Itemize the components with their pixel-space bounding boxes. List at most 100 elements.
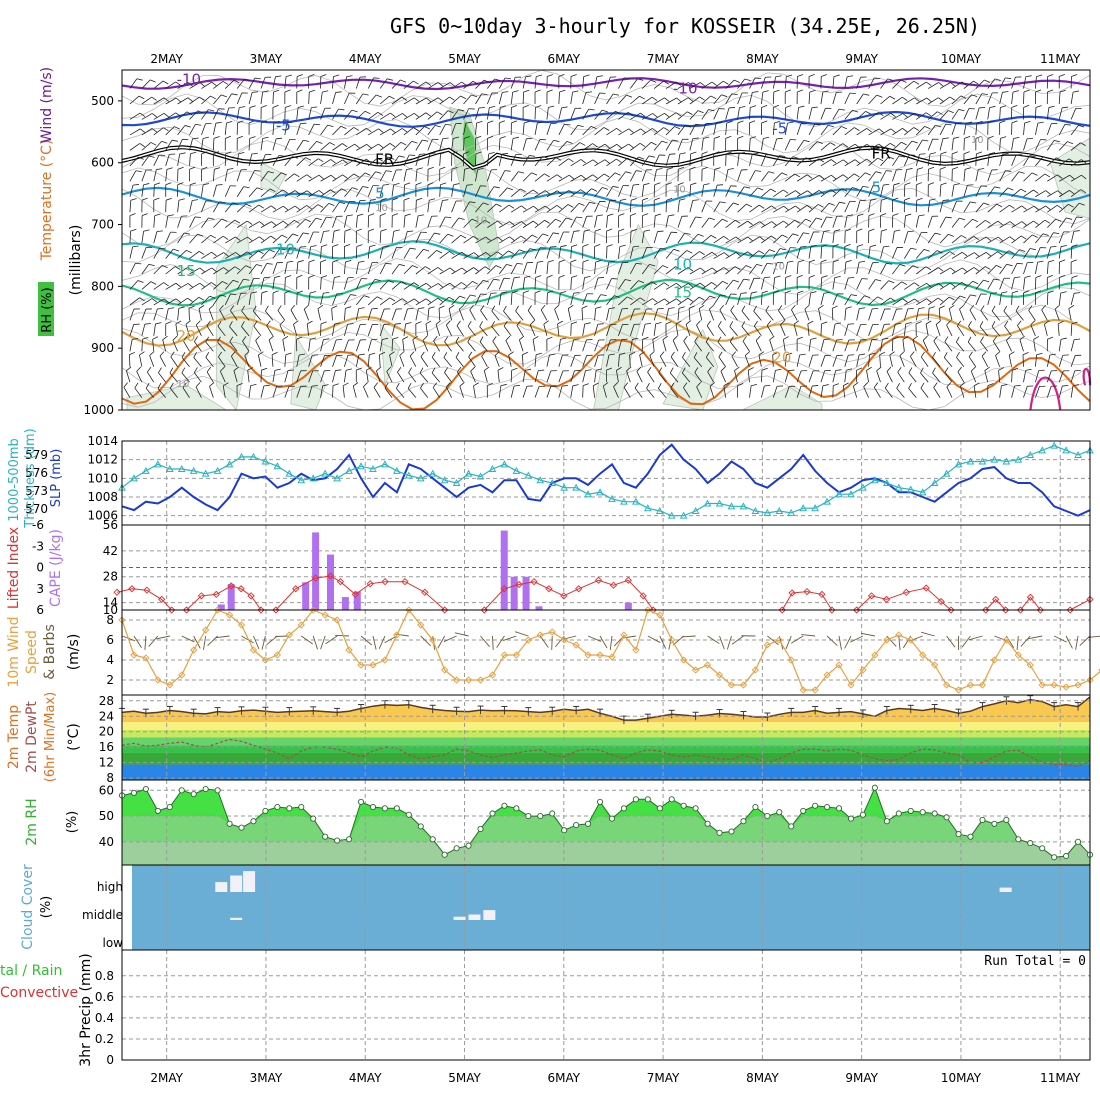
wind-barb-flag [651, 96, 658, 101]
wind-barb [677, 308, 680, 321]
thickness-axis-label: 1000-500mb [7, 438, 22, 522]
wind-barb-flag [1068, 204, 1074, 208]
wind10-point [739, 681, 748, 689]
wind-barb [820, 174, 832, 182]
wind-barb-flag [866, 128, 872, 133]
wind-barb [844, 173, 855, 182]
wind-barb [522, 122, 525, 135]
wind10-barb [320, 635, 326, 650]
contour-label: FR [375, 151, 394, 169]
rh-point [847, 815, 855, 822]
wind-barb [141, 324, 146, 336]
wind10-barb [785, 635, 792, 650]
wind-barb-flag [156, 230, 163, 232]
wind10-barb [492, 635, 494, 651]
wind-barb-flag [263, 384, 270, 387]
wind-barb-flag [468, 351, 473, 358]
wind-barb [189, 184, 191, 197]
wind-barb-flag [484, 266, 491, 271]
wind-barb [868, 324, 874, 336]
wind-barb-flag [362, 186, 369, 188]
wind-barb-flag [213, 136, 220, 139]
wind-barb [248, 264, 257, 275]
wind-barb [260, 249, 270, 259]
thickness-point [620, 497, 628, 505]
wind-barb [129, 231, 132, 244]
wind-barb-flag [316, 140, 323, 144]
wind-barb [463, 80, 474, 89]
wind-barb [975, 153, 977, 166]
wind-barb-flag [823, 338, 830, 341]
wind-barb [332, 370, 336, 383]
wind-barb [999, 187, 1009, 197]
wind-barb [439, 82, 451, 89]
wind-barb-flag [390, 128, 396, 133]
wind-barb [696, 324, 703, 336]
wind-barb [639, 354, 643, 367]
wind-barb-flag [1047, 290, 1054, 294]
wind-barb [820, 203, 830, 213]
wind-barb [268, 339, 274, 352]
wind-barb-flag [963, 151, 970, 155]
wind-barb [165, 169, 168, 182]
wind-barb-flag [645, 322, 652, 325]
wind-barb-flag [425, 81, 432, 86]
lifted-index-point [197, 592, 206, 600]
wind-barb-flag [886, 366, 892, 372]
wind-barb [665, 139, 673, 151]
wind-barb-flag [682, 351, 686, 358]
wind-barb [141, 308, 147, 321]
wind-barb [487, 220, 498, 228]
wind-barb-flag [138, 156, 144, 160]
wind-barb [236, 265, 247, 275]
wind-barb [165, 282, 177, 290]
wind-barb-flag [485, 236, 491, 241]
wind-barb-flag [136, 78, 143, 81]
wind-barb-flag [483, 366, 490, 371]
thickness-point [918, 488, 927, 496]
wind-barb-flag [213, 151, 220, 155]
rh-point [800, 807, 807, 814]
rh-contour [121, 116, 1091, 154]
wind-barb-flag [223, 267, 229, 272]
lifted-index-point [818, 590, 826, 599]
wind-barb-flag [580, 174, 587, 180]
wind-barb-flag [987, 120, 994, 124]
wind-barb [753, 310, 762, 321]
wind-barb [641, 324, 646, 336]
wind-barb [677, 82, 689, 89]
wind-barb-flag [675, 320, 682, 325]
rh-point [1003, 816, 1010, 823]
rh-point [130, 789, 138, 796]
wind-barb-flag [175, 81, 181, 86]
wind-barb-flag [1047, 74, 1054, 77]
wind-barb [713, 201, 721, 213]
wind-barb [407, 388, 417, 398]
wind-barb-flag [185, 320, 191, 325]
wind-barb [134, 387, 143, 398]
wind-barb [939, 184, 942, 197]
wind10-point [285, 631, 293, 639]
wind-barb [177, 82, 189, 89]
wind-barb-flag [600, 294, 607, 296]
thickness-tick: 576 [25, 466, 48, 480]
wind-barb [987, 169, 993, 182]
wind-barb [1047, 190, 1058, 198]
wind-barb [689, 282, 701, 290]
wind-barb-flag [779, 155, 786, 157]
wind-barb [1070, 125, 1079, 136]
wind-barb-flag [1053, 232, 1060, 235]
wind-barb-flag [778, 305, 783, 311]
pressure-tick: 1000 [83, 403, 114, 417]
wind-barb [236, 169, 242, 182]
wind-barb-flag [634, 382, 639, 389]
rh-point [955, 831, 962, 838]
wind-barb-flag [333, 229, 340, 232]
wind-barb-flag [1018, 171, 1025, 174]
wind-barb-flag [1069, 174, 1075, 180]
wind-barb-flag [458, 217, 465, 220]
thickness-point [679, 511, 688, 519]
wind-barb-flag [920, 367, 924, 374]
wind-barb [271, 354, 274, 367]
wind-barb [899, 355, 905, 367]
